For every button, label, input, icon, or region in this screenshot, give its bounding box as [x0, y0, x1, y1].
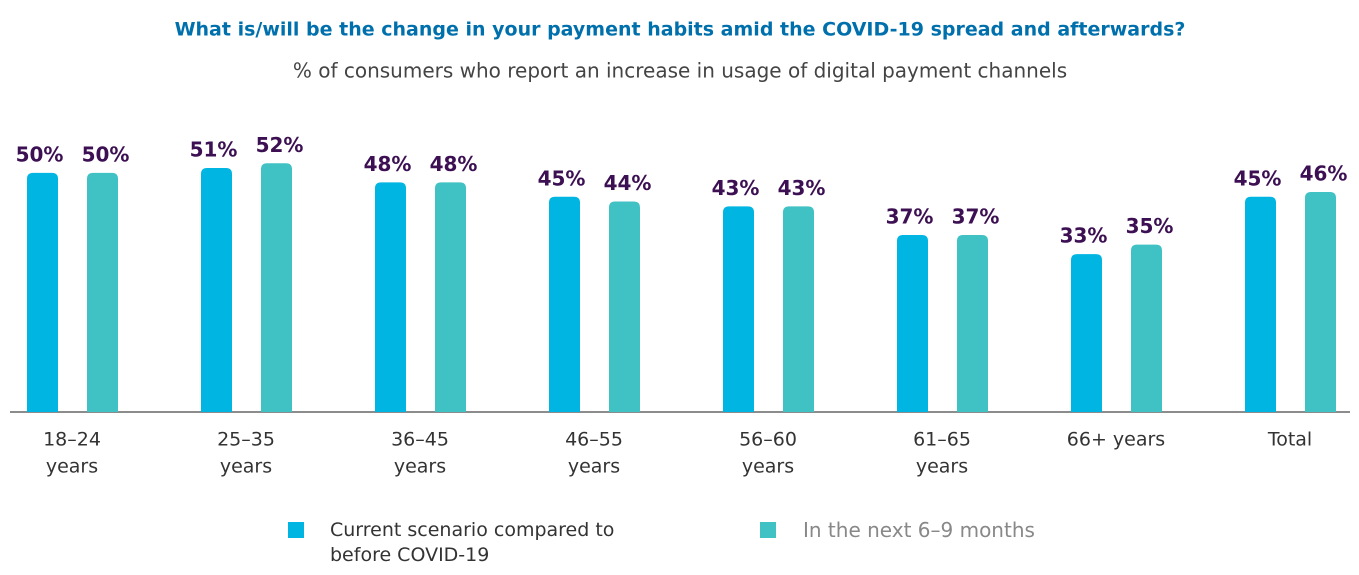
data-label: 37%: [952, 205, 1000, 229]
bar: [87, 172, 118, 412]
bar: [261, 163, 292, 412]
data-label: 52%: [256, 133, 304, 157]
bar: [549, 196, 580, 412]
chart-subtitle: % of consumers who report an increase in…: [293, 59, 1067, 83]
data-label: 45%: [1234, 166, 1282, 190]
data-label: 48%: [364, 152, 412, 176]
legend-swatch: [760, 522, 776, 538]
bar: [1071, 254, 1102, 412]
bar: [723, 206, 754, 412]
x-tick-label: 18–24: [43, 429, 101, 451]
bar: [897, 235, 928, 412]
legend-label: In the next 6–9 months: [803, 518, 1035, 542]
bar: [957, 235, 988, 412]
bar: [609, 201, 640, 412]
bar: [1305, 191, 1336, 412]
data-label: 43%: [712, 176, 760, 200]
bar: [1245, 196, 1276, 412]
x-tick-label: 66+ years: [1067, 429, 1165, 451]
bar: [1131, 244, 1162, 412]
x-tick-label: years: [46, 456, 98, 478]
legend-label: Current scenario compared to before COVI…: [330, 519, 615, 566]
x-tick-label: 46–55: [565, 429, 623, 451]
legend-swatch: [288, 522, 304, 538]
data-label: 46%: [1300, 161, 1348, 185]
data-label: 51%: [190, 138, 238, 162]
x-tick-label: 61–65: [913, 429, 971, 451]
data-label: 35%: [1126, 214, 1174, 238]
data-label: 48%: [430, 152, 478, 176]
data-label: 44%: [604, 171, 652, 195]
bar: [375, 182, 406, 412]
x-tick-label: years: [568, 456, 620, 478]
x-tick-label: 56–60: [739, 429, 797, 451]
x-tick-label: 25–35: [217, 429, 275, 451]
data-label: 33%: [1060, 224, 1108, 248]
data-label: 43%: [778, 176, 826, 200]
data-label: 45%: [538, 166, 586, 190]
x-tick-label: Total: [1267, 429, 1312, 451]
bar: [201, 168, 232, 412]
bar: [27, 172, 58, 412]
bar: [435, 182, 466, 412]
x-tick-label: years: [220, 456, 272, 478]
chart-title: What is/will be the change in your payme…: [175, 19, 1186, 41]
data-label: 50%: [82, 142, 130, 166]
x-tick-label: years: [916, 456, 968, 478]
x-tick-label: years: [394, 456, 446, 478]
bar: [783, 206, 814, 412]
x-tick-label: 36–45: [391, 429, 449, 451]
data-label: 50%: [16, 142, 64, 166]
x-tick-label: years: [742, 456, 794, 478]
data-label: 37%: [886, 205, 934, 229]
